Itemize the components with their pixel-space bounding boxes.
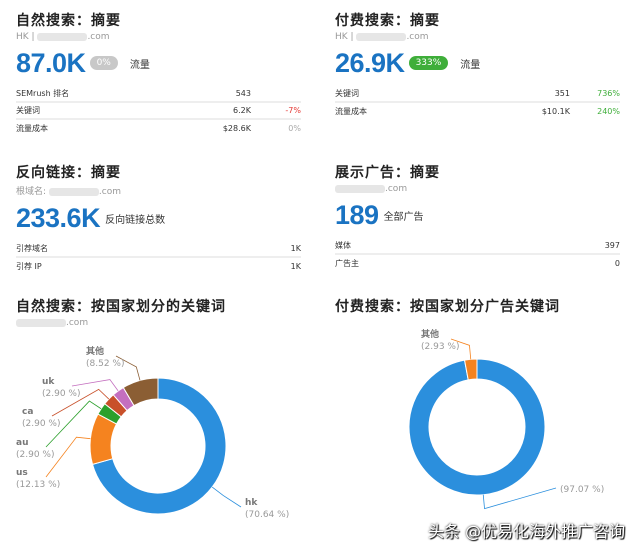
card-domain: 根域名: .com (16, 187, 121, 197)
leader-line (45, 436, 91, 478)
metric-row: 流量成本 $10.1K 240% (335, 107, 620, 116)
organic-by-country-header: 自然搜索：按国家划分的关键词 .com (16, 296, 301, 328)
donut-slice-其他[interactable] (463, 358, 478, 381)
donut-slice-main[interactable] (408, 358, 546, 496)
leader-line (482, 487, 557, 510)
slice-percent: (8.52 %) (86, 359, 124, 369)
card-domain: HK | .com (335, 32, 429, 42)
slice-percent: (2.93 %) (421, 342, 459, 352)
card-title: 展示广告：摘要 (335, 165, 440, 181)
metric-row: SEMrush 排名 543 (16, 86, 301, 103)
unit-label: 流量 (129, 59, 150, 71)
leader-line (115, 355, 141, 381)
leader-line (45, 400, 102, 448)
leader-line (51, 388, 110, 417)
metric-row: 关键词 6.2K -7% (16, 103, 301, 120)
chart-title: 自然搜索：按国家划分的关键词 (16, 299, 226, 315)
metric-row: 引荐域名 1K (16, 241, 301, 258)
change-badge: 333% (408, 56, 449, 70)
slice-label: uk (42, 377, 55, 387)
ads-value: 189 (335, 199, 379, 230)
slice-percent: (12.13 %) (16, 480, 60, 490)
card-title: 付费搜索：摘要 (335, 13, 440, 29)
slice-label: 其他 (421, 328, 439, 340)
metric-row: 广告主 0 (335, 259, 620, 268)
leader-line (450, 338, 472, 360)
slice-percent: (2.90 %) (16, 450, 54, 460)
slice-percent: (97.07 %) (560, 485, 604, 495)
slice-label: au (16, 438, 28, 448)
paid-by-country-header: 付费搜索：按国家划分广告关键词 (335, 296, 620, 316)
organic-summary-card: 自然搜索：摘要 HK | .com 87.0K 0% 流量 SEMrush 排名 54… (16, 10, 301, 137)
slice-percent: (2.90 %) (42, 389, 80, 399)
card-domain: .com (335, 184, 620, 194)
slice-label: hk (245, 498, 258, 508)
card-title: 自然搜索：摘要 (16, 13, 121, 29)
slice-label: 其他 (86, 345, 104, 357)
chart-title: 付费搜索：按国家划分广告关键词 (335, 299, 560, 315)
card-domain: HK | .com (16, 32, 110, 42)
chart-domain: .com (16, 318, 301, 328)
slice-percent: (70.64 %) (245, 510, 289, 520)
traffic-value: 26.9K (335, 47, 405, 78)
paid-summary-card: 付费搜索：摘要 HK | .com 26.9K 333% 流量 关键词 351 736%… (335, 10, 620, 120)
backlinks-value: 233.6K (16, 202, 101, 233)
donut-slice-其他[interactable] (122, 377, 159, 407)
leader-line (211, 486, 242, 508)
unit-label: 反向链接总数 (105, 214, 166, 226)
unit-label: 全部广告 (383, 211, 424, 223)
metric-row: 关键词 351 736% (335, 86, 620, 103)
leader-line (71, 379, 119, 392)
slice-label: ca (22, 407, 33, 417)
display-ads-summary-card: 展示广告：摘要 .com 189 全部广告 媒体 397 广告主 0 (335, 162, 620, 272)
metric-row: 媒体 397 (335, 238, 620, 255)
unit-label: 流量 (460, 59, 481, 71)
watermark: 头条 @优易化海外推广咨询 (428, 522, 626, 541)
backlinks-summary-card: 反向链接：摘要 根域名: .com 233.6K 反向链接总数 引荐域名 1K 引荐… (16, 162, 301, 275)
change-badge: 0% (89, 56, 118, 70)
traffic-value: 87.0K (16, 47, 86, 78)
metric-row: 引荐 IP 1K (16, 262, 301, 271)
card-title: 反向链接：摘要 (16, 165, 121, 181)
donut-slice-hk[interactable] (91, 377, 227, 515)
slice-label: us (16, 468, 28, 478)
slice-percent: (2.90 %) (22, 419, 60, 429)
metric-row: 流量成本 $28.6K 0% (16, 124, 301, 133)
